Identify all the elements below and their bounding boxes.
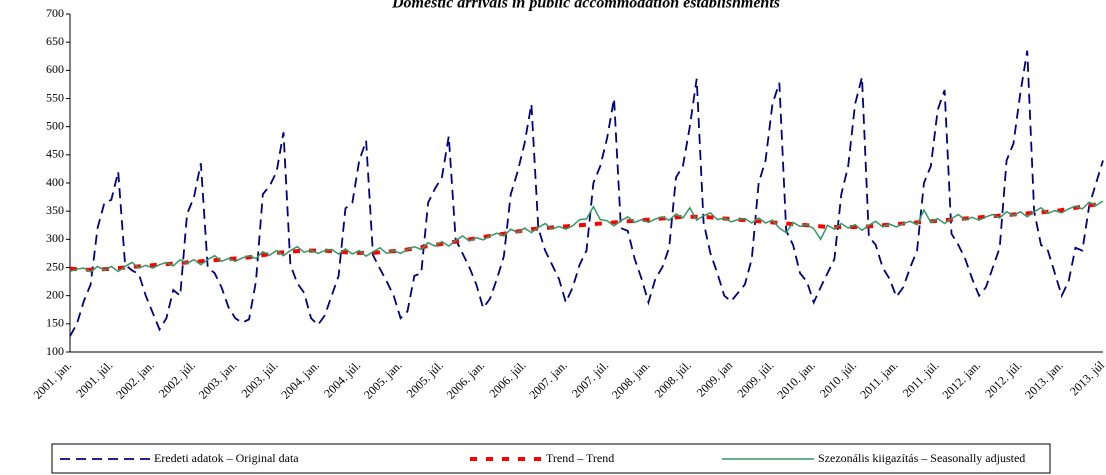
x-tick-label: 2003. jan.	[196, 358, 240, 402]
legend-box	[51, 443, 1051, 474]
y-tick-label: 600	[46, 62, 64, 76]
x-tick-label: 2010. júl.	[817, 358, 859, 400]
x-tick-label: 2002. júl.	[156, 358, 198, 400]
x-tick-label: 2001. júl.	[73, 358, 115, 400]
y-tick-label: 150	[46, 316, 64, 330]
x-tick-label: 2007. jan.	[526, 358, 570, 402]
x-tick-label: 2005. júl.	[404, 358, 446, 400]
x-tick-label: 2011. júl.	[900, 358, 942, 400]
y-tick-label: 350	[46, 203, 64, 217]
y-tick-label: 650	[46, 34, 64, 48]
x-tick-label: 2005. jan.	[361, 358, 405, 402]
y-tick-label: 300	[46, 231, 64, 245]
y-tick-label: 250	[46, 259, 64, 273]
series-line	[69, 200, 1104, 273]
y-tick-label: 500	[46, 118, 64, 132]
legend-label: Eredeti adatok – Original data	[154, 451, 299, 465]
x-tick-label: 2009. júl.	[734, 358, 776, 400]
x-tick-label: 2008. júl.	[652, 358, 694, 400]
x-tick-label: 2006. júl.	[486, 358, 528, 400]
x-tick-label: 2010. jan.	[774, 358, 818, 402]
legend-label: Szezonális kiigazítás – Seasonally adjus…	[818, 451, 1025, 465]
x-tick-label: 2004. jan.	[278, 358, 322, 402]
y-tick-label: 700	[46, 6, 64, 20]
x-tick-label: 2013. júl	[1067, 358, 1106, 399]
legend: Eredeti adatok – Original data Trend – Tr…	[51, 443, 1051, 474]
x-tick-label: 2011. jan.	[857, 358, 900, 401]
x-tick-label: 2012. jan.	[939, 358, 983, 402]
y-tick-label: 550	[46, 90, 64, 104]
y-tick-label: 450	[46, 147, 64, 161]
x-tick-label: 2003. júl.	[238, 358, 280, 400]
legend-label: Trend – Trend	[546, 451, 614, 465]
x-tick-label: 2004. júl.	[321, 358, 363, 400]
x-tick-label: 2012. júl.	[982, 358, 1024, 400]
chart-title: Domestic arrivals in public accommodatio…	[391, 0, 780, 12]
x-tick-label: 2001. jan.	[30, 358, 74, 402]
y-tick-label: 100	[46, 344, 64, 358]
x-tick-label: 2007. júl.	[569, 358, 611, 400]
y-tick-label: 200	[46, 287, 64, 301]
x-tick-label: 2002. jan.	[113, 358, 157, 402]
x-tick-label: 2009. jan	[694, 358, 735, 399]
y-tick-label: 400	[46, 175, 64, 189]
x-tick-label: 2013. jan.	[1022, 358, 1066, 402]
series-line	[69, 50, 1104, 337]
x-tick-label: 2006. jan.	[444, 358, 488, 402]
x-tick-label: 2008. jan.	[609, 358, 653, 402]
